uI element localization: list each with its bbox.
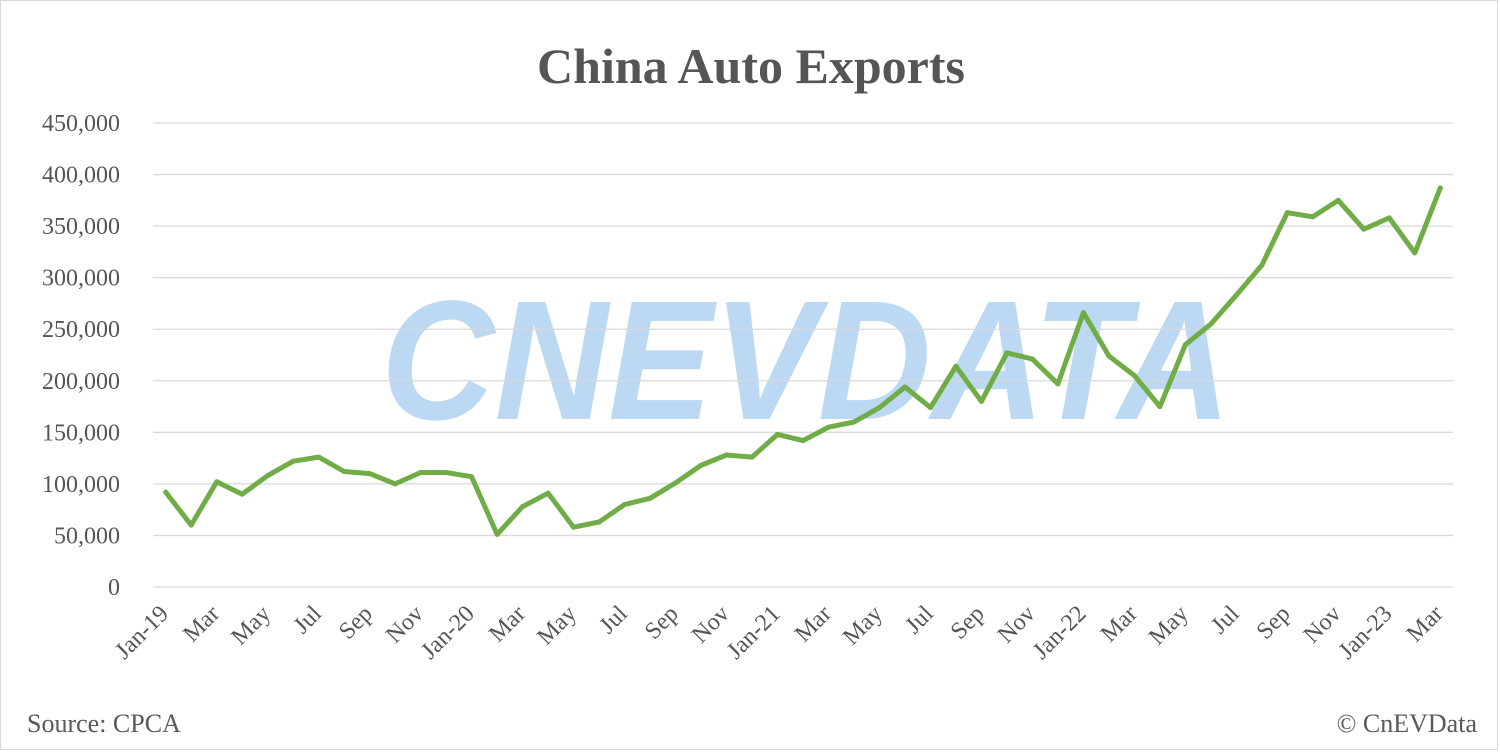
x-tick-label: Jan-19 xyxy=(110,601,174,665)
data-point xyxy=(1335,197,1341,203)
data-point xyxy=(265,473,271,479)
data-point xyxy=(545,490,551,496)
y-tick-label: 350,000 xyxy=(42,214,120,240)
data-point xyxy=(443,470,449,475)
data-point xyxy=(469,474,475,480)
chart-title: China Auto Exports xyxy=(537,38,965,94)
x-tick-label: Mar xyxy=(790,601,837,648)
x-tick-label: Jul xyxy=(1206,601,1244,639)
data-point xyxy=(877,405,882,411)
data-point xyxy=(1310,214,1316,220)
data-point xyxy=(1055,381,1061,387)
data-point xyxy=(1106,353,1112,359)
data-point xyxy=(1080,310,1086,316)
data-point xyxy=(724,452,729,458)
data-point xyxy=(800,438,806,444)
data-point xyxy=(163,489,169,495)
x-tick-label: Jul xyxy=(595,601,633,639)
series-group xyxy=(163,185,1443,537)
y-tick-label: 400,000 xyxy=(42,163,120,189)
data-point xyxy=(1386,215,1392,221)
data-point xyxy=(214,479,220,485)
data-point xyxy=(290,458,296,464)
x-tick-label: Jan-20 xyxy=(416,601,480,665)
copyright-note: © CnEVData xyxy=(1337,709,1478,738)
x-tick-label: May xyxy=(1144,601,1193,650)
y-tick-label: 200,000 xyxy=(42,369,120,395)
data-point xyxy=(928,405,933,411)
data-point xyxy=(1182,342,1188,348)
x-tick-label: Jan-23 xyxy=(1334,601,1398,665)
x-tick-label: Jul xyxy=(289,601,327,639)
y-tick-label: 150,000 xyxy=(42,420,120,446)
x-tick-label: Sep xyxy=(334,601,378,645)
y-tick-label: 50,000 xyxy=(54,523,120,549)
source-note: Source: CPCA xyxy=(27,709,181,738)
y-tick-label: 0 xyxy=(108,575,120,601)
data-point xyxy=(1157,404,1163,410)
data-point xyxy=(1131,373,1137,379)
x-tick-label: Mar xyxy=(1096,601,1143,648)
data-point xyxy=(698,462,704,468)
x-tick-label: Mar xyxy=(1402,601,1449,648)
y-tick-label: 100,000 xyxy=(42,472,120,498)
data-point xyxy=(1361,226,1367,232)
data-point xyxy=(239,491,245,497)
data-point xyxy=(826,424,831,430)
data-point xyxy=(902,384,908,390)
data-point xyxy=(1259,262,1265,268)
data-point xyxy=(1437,185,1443,191)
x-tick-label: Jul xyxy=(900,601,938,639)
data-point xyxy=(1004,350,1010,356)
x-tick-label: May xyxy=(838,601,887,650)
y-tick-label: 450,000 xyxy=(42,111,120,137)
y-axis: 0 50,000 100,000 150,000 200,000 250,000 300,0… xyxy=(42,111,120,601)
data-point xyxy=(851,419,857,425)
data-point xyxy=(596,519,602,525)
watermark: CNEVDATA xyxy=(381,266,1231,456)
data-point xyxy=(673,480,678,486)
x-tick-label: Sep xyxy=(1252,601,1296,645)
x-tick-label: May xyxy=(226,601,275,650)
gridlines xyxy=(153,122,1453,588)
data-point xyxy=(1029,356,1035,362)
data-point xyxy=(367,471,373,477)
data-point xyxy=(494,531,500,537)
x-tick-label: May xyxy=(532,601,581,650)
data-point xyxy=(1284,210,1290,216)
y-tick-label: 300,000 xyxy=(42,266,120,292)
data-point xyxy=(341,469,347,474)
data-point xyxy=(647,495,653,501)
data-point xyxy=(775,431,780,437)
data-point xyxy=(1233,292,1239,298)
x-tick-label: Jan-22 xyxy=(1028,601,1092,665)
data-point xyxy=(418,470,424,475)
x-tick-label: Sep xyxy=(640,601,684,645)
data-point xyxy=(571,524,577,530)
data-point xyxy=(749,454,755,460)
data-point xyxy=(188,522,194,528)
y-tick-label: 250,000 xyxy=(42,317,120,343)
data-point xyxy=(1208,321,1214,327)
x-tick-label: Mar xyxy=(484,601,531,648)
x-tick-label: Jan-21 xyxy=(722,601,786,665)
data-point xyxy=(316,454,322,460)
data-point xyxy=(978,398,984,404)
data-point xyxy=(392,481,398,487)
data-point xyxy=(1412,250,1418,256)
data-point xyxy=(520,504,526,510)
data-point xyxy=(953,363,959,369)
x-tick-label: Mar xyxy=(178,601,225,648)
x-tick-label: Sep xyxy=(946,601,990,645)
data-point xyxy=(622,502,628,507)
